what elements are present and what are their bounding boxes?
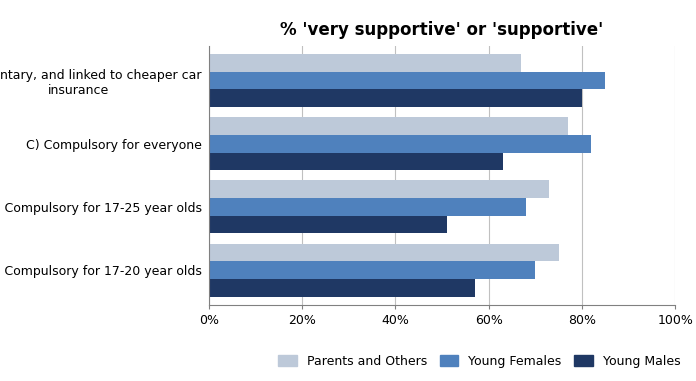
Bar — [209, 243, 558, 261]
Bar — [209, 279, 475, 296]
Bar — [209, 216, 447, 234]
Legend: Parents and Others, Young Females, Young Males: Parents and Others, Young Females, Young… — [273, 350, 686, 373]
Bar — [209, 72, 606, 89]
Title: % 'very supportive' or 'supportive': % 'very supportive' or 'supportive' — [280, 21, 603, 38]
Bar — [209, 198, 526, 216]
Bar — [209, 54, 521, 72]
Bar — [209, 152, 503, 170]
Bar — [209, 117, 568, 135]
Bar — [209, 89, 582, 107]
Bar — [209, 180, 549, 198]
Bar — [209, 261, 535, 279]
Bar — [209, 135, 591, 152]
